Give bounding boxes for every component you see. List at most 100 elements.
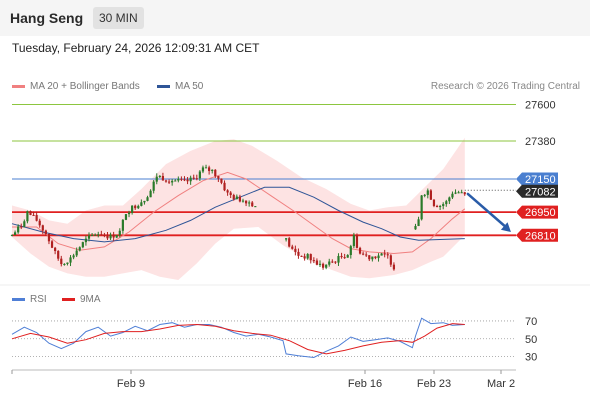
level-label-26950: 26950 [525,207,556,219]
candle-body [106,235,109,239]
candle-body [303,256,306,259]
candle-body [238,196,242,202]
rsi-tick-70: 70 [525,316,537,328]
candle-body [50,241,54,248]
candle-body [445,201,448,205]
candle-body [439,206,442,208]
rsi-tick-50: 50 [525,334,537,346]
candle-body [90,235,94,237]
credit: Research © 2026 Trading Central [430,81,580,92]
candle-body [23,221,26,227]
candle-body [451,193,454,198]
candle-body [309,254,312,261]
candle-body [137,205,140,209]
candle-body [454,192,457,194]
candle-body [355,235,359,248]
candle-body [432,199,436,206]
candle-body [149,190,152,198]
candle-body [121,219,124,231]
candle-body [100,234,103,236]
level-label-26810: 26810 [525,230,556,242]
candle-body [186,179,189,182]
candle-body [235,196,238,200]
candle-body [442,204,445,207]
candle-body [10,234,14,236]
level-label-27150: 27150 [525,174,556,186]
candle-body [195,178,198,180]
bollinger-band-area [12,137,465,280]
candle-body [115,235,118,238]
candle-body [38,220,41,226]
candle-body [208,167,211,171]
legend-ma50-swatch [157,84,170,88]
candle-body [87,235,91,239]
candle-body [291,246,294,249]
x-tick-label: Feb 16 [348,378,382,390]
ma50-line [11,186,465,243]
chart-header: Hang Seng 30 MIN [0,0,590,36]
candle-body [140,202,143,206]
candle-body [161,175,165,181]
candle-body [423,194,426,196]
candle-body [41,225,44,231]
interval-badge[interactable]: 30 MIN [93,7,144,29]
candle-body [20,226,23,228]
instrument-title: Hang Seng [10,10,84,26]
candle-body [167,181,171,183]
candle-body [17,226,20,233]
candle-body [109,234,112,239]
candle-body [300,255,303,257]
candle-body [414,226,417,230]
candle-body [285,238,288,240]
candle-body [174,180,177,182]
candle-body [57,250,60,259]
candle-body [118,230,121,236]
candle-body [321,263,325,268]
candle-body [352,235,355,247]
candle-body [383,253,386,255]
level-label-27082: 27082 [525,186,556,198]
candle-body [204,167,208,169]
candle-body [94,234,97,236]
candle-body [420,195,423,220]
forecast-arrow-shaft [466,192,509,230]
legend-rsi-label: RSI [30,294,47,305]
rsi-series-9ma [11,323,465,355]
candle-body [460,192,463,194]
legend-rsi-ma: 9MA [62,294,101,305]
legend-rsi-ma-label: 9MA [80,294,101,305]
legend-rsi: RSI [12,294,47,305]
legend-bollinger-label: MA 20 + Bollinger Bands [30,81,140,92]
candle-body [371,256,374,260]
candle-body [183,179,186,181]
candle-body [29,211,32,215]
candle-body [343,257,346,259]
legend-ma50: MA 50 [157,81,203,92]
candle-body [337,255,340,263]
candle-body [69,257,72,263]
candle-body [232,194,235,200]
candle-body [201,167,205,172]
candle-body [72,255,75,258]
candle-body [244,200,248,204]
candle-body [426,190,429,195]
candle-body [312,260,315,262]
candle-body [374,256,377,259]
candle-body [127,212,131,215]
candle-body [103,235,106,237]
legend-bollinger: MA 20 + Bollinger Bands [12,81,140,92]
candle-body [78,247,81,251]
candle-body [112,234,115,238]
candle-body [54,247,57,251]
candle-body [152,181,155,191]
candle-body [362,253,365,255]
candle-body [358,247,362,254]
candle-body [349,246,352,256]
candle-body [44,230,47,234]
candle-body [251,202,254,207]
candle-body [417,219,420,227]
candle-body [346,255,349,258]
candle-body [448,197,451,202]
candle-body [294,248,297,252]
